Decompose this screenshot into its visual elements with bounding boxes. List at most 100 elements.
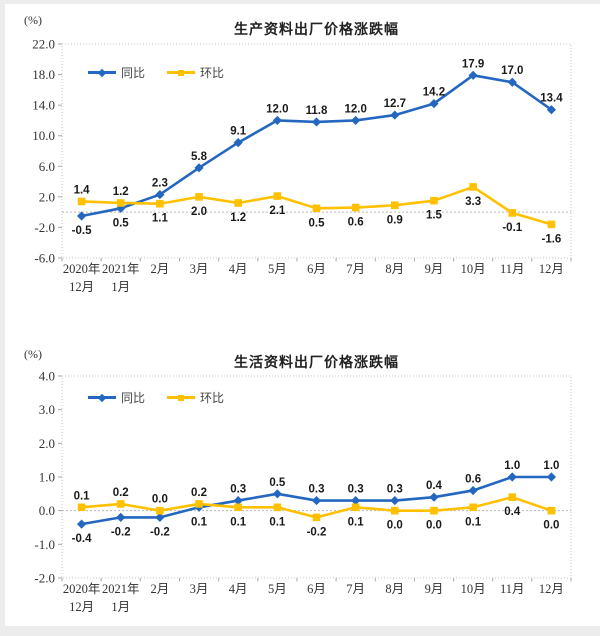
page-left-border — [0, 0, 5, 636]
data-point-label: 1.4 — [74, 184, 91, 196]
data-point-label: 0.2 — [191, 487, 207, 499]
data-point-marker — [507, 472, 517, 482]
legend: 同比 环比 — [88, 64, 224, 81]
x-axis-category-label: 10月 — [461, 582, 486, 596]
y-axis-tick-label: 1.0 — [39, 470, 55, 485]
y-axis-tick-label: 6.0 — [39, 159, 55, 174]
x-axis-category-label: 4月 — [229, 262, 248, 276]
data-point-label: -0.1 — [502, 222, 522, 234]
data-point-marker — [391, 506, 399, 515]
data-point-label: 2.1 — [269, 205, 286, 217]
data-point-label: 0.4 — [426, 480, 443, 492]
data-point-marker — [508, 493, 517, 501]
consumer-goods-line-chart: 4.0 3.0 2.0 1.0 0.0 -1.0 -2.0 2020年 12月 2021年 1月 2月… — [34, 369, 572, 614]
data-point-marker — [390, 495, 400, 506]
y-axis-tick-label: -1.0 — [34, 537, 55, 552]
data-point-marker — [311, 117, 322, 127]
x-axis-category-label: 12月 — [539, 262, 564, 276]
data-point-label: 17.9 — [462, 58, 484, 70]
y-axis-tick-label: -6.0 — [34, 251, 55, 266]
data-point-label: 0.1 — [230, 516, 247, 528]
x-axis-category-label: 8月 — [385, 262, 404, 276]
legend-label-mom: 环比 — [200, 66, 225, 80]
y-axis-tick-label: 14.0 — [32, 98, 55, 113]
y-axis-tick-label: 4.0 — [39, 369, 55, 384]
chart-title-producer-goods: 生产资料出厂价格涨跌幅 — [234, 21, 399, 37]
x-axis-category-label: 2月 — [151, 262, 170, 276]
x-axis-category-label: 7月 — [346, 582, 365, 596]
data-point-marker — [273, 192, 282, 200]
x-axis-category-label: 5月 — [268, 262, 287, 276]
consumer-goods-chart-section: (%) 生活资料出厂价格涨跌幅 4.0 3.0 2.0 1.0 0.0 -1.0 -2.0 2… — [0, 300, 600, 636]
legend-item-mom: 环比 — [167, 389, 224, 406]
x-axis-category-label: 2020年 — [63, 262, 101, 276]
data-point-label: 0.3 — [309, 484, 325, 496]
data-point-label: 0.1 — [269, 516, 286, 528]
data-point-label: 0.3 — [230, 484, 246, 496]
legend-label-yoy: 同比 — [121, 66, 146, 80]
data-point-label: 1.2 — [230, 212, 246, 224]
data-point-label: 1.0 — [543, 460, 559, 472]
x-axis-category-label: 12月 — [69, 600, 94, 614]
x-axis-category-label: 12月 — [539, 582, 564, 596]
data-point-label: 1.2 — [113, 186, 129, 198]
x-axis-category-label: 11月 — [500, 262, 525, 276]
data-point-label: -1.6 — [542, 233, 562, 245]
data-point-marker — [272, 489, 282, 499]
data-point-label: 14.2 — [423, 87, 445, 99]
data-point-label: 2.3 — [152, 178, 168, 190]
data-point-label: 0.2 — [113, 487, 129, 499]
x-axis-category-label: 2020年 — [63, 582, 101, 596]
data-point-label: 0.3 — [348, 484, 364, 496]
data-point-marker — [547, 506, 556, 515]
x-axis-category-label: 1月 — [111, 600, 130, 614]
data-point-marker — [156, 506, 164, 515]
y-axis-tick-label: 2.0 — [39, 436, 55, 451]
legend-item-yoy: 同比 — [88, 389, 145, 406]
x-axis-category-label: 7月 — [346, 262, 365, 276]
data-point-label: 0.5 — [309, 217, 326, 229]
data-point-marker — [468, 70, 478, 80]
x-axis-category-label: 1月 — [111, 280, 130, 294]
data-point-label: 1.5 — [426, 210, 443, 222]
data-point-label: 2.0 — [191, 206, 207, 218]
y-axis-tick-label: 18.0 — [32, 67, 55, 82]
data-point-label: 0.9 — [387, 214, 403, 226]
y-axis-tick-label: 0.0 — [39, 503, 55, 518]
unit-label: (%) — [24, 347, 42, 361]
data-point-label: 0.1 — [348, 516, 365, 528]
plot-border — [61, 375, 572, 579]
data-point-marker — [116, 512, 126, 522]
data-point-label: 0.4 — [504, 506, 521, 518]
data-point-marker — [469, 183, 477, 191]
data-point-label: 0.0 — [152, 494, 168, 506]
data-point-marker — [76, 519, 87, 529]
yoy-line-swatch — [88, 68, 116, 77]
y-axis-tick-label: -2.0 — [34, 220, 55, 235]
data-point-marker — [351, 115, 361, 126]
yoy-series-line — [80, 74, 553, 218]
y-axis-tick-label: 2.0 — [39, 189, 55, 204]
data-point-marker — [233, 137, 243, 148]
data-point-label: 0.1 — [74, 490, 91, 502]
x-axis-category-label: 6月 — [307, 262, 326, 276]
data-point-marker — [546, 472, 557, 482]
mom-line-swatch — [167, 393, 196, 402]
x-axis-category-label: 5月 — [268, 582, 287, 596]
data-point-marker — [116, 199, 125, 207]
data-point-marker — [430, 196, 438, 205]
data-point-marker — [351, 503, 360, 512]
y-axis-tick-label: -2.0 — [34, 571, 55, 586]
data-point-label: 1.1 — [152, 213, 169, 225]
x-axis-category-label: 4月 — [229, 582, 248, 596]
data-point-marker — [390, 110, 400, 120]
data-point-marker — [234, 503, 242, 512]
mom-line-swatch — [167, 68, 196, 77]
data-point-marker — [76, 211, 87, 221]
data-point-marker — [233, 495, 243, 506]
data-point-marker — [311, 495, 322, 506]
data-point-label: 0.3 — [387, 484, 403, 496]
data-point-marker — [468, 485, 478, 496]
data-point-label: -0.4 — [72, 533, 92, 545]
page-bottom-border — [0, 626, 600, 636]
